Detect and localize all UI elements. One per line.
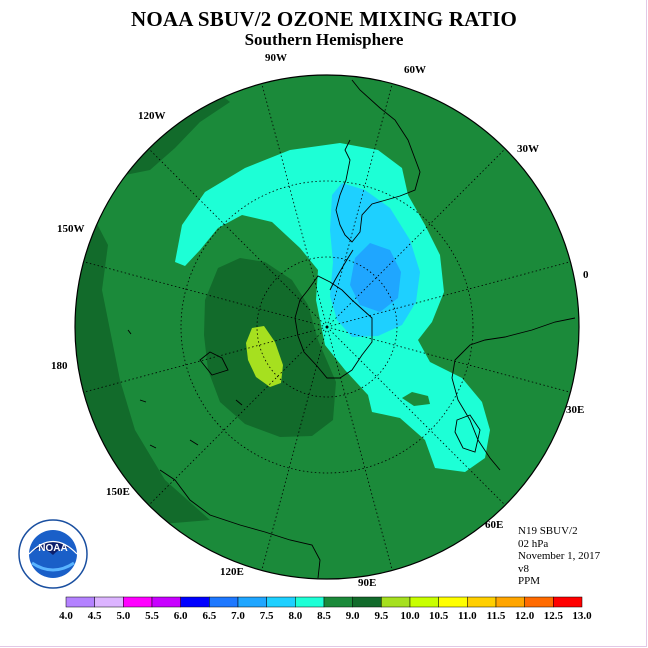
lon-label-180: 180 [51, 360, 68, 372]
map-subtitle: Southern Hemisphere [244, 30, 404, 49]
australia-coast [159, 469, 321, 579]
colorbar-swatch [495, 596, 525, 608]
colorbar-swatch [180, 596, 210, 608]
info-date: November 1, 2017 [518, 550, 601, 562]
colorbar-swatch [151, 596, 181, 608]
noaa-logo: NOAA [18, 519, 88, 589]
colorbar-label: 9.5 [374, 610, 388, 622]
colorbar-swatch [553, 596, 583, 608]
latitude-circle [256, 256, 398, 398]
colorbar-label: 11.0 [458, 610, 477, 622]
colorbar-label: 7.5 [260, 610, 274, 622]
ozone-band-9-0-to-9-5 [246, 326, 283, 387]
colorbar-label: 9.0 [346, 610, 360, 622]
colorbar-label: 10.5 [429, 610, 449, 622]
colorbar-label: 5.5 [145, 610, 159, 622]
antarctic-peninsula-coast [329, 249, 354, 291]
islands-coast [127, 329, 243, 449]
map-fill-layer [75, 75, 579, 579]
antarctica-coast [294, 275, 373, 379]
latitude-circle [180, 180, 474, 474]
lon-label-0: 0 [583, 269, 589, 281]
colorbar-swatch [237, 596, 267, 608]
colorbar-swatch [323, 596, 353, 608]
lon-label-90w: 90W [265, 52, 287, 64]
info-units: PPM [518, 575, 541, 587]
colorbar-swatch [438, 596, 468, 608]
lat-lon-grid [180, 180, 474, 474]
colorbar-swatch [467, 596, 497, 608]
info-satellite: N19 SBUV/2 [518, 525, 578, 537]
ozone-band-6-5-to-7-0 [350, 243, 401, 312]
colorbar-label: 12.0 [515, 610, 535, 622]
lon-label-120e: 120E [220, 566, 244, 578]
colorbar-swatch [409, 596, 439, 608]
color-scale-bar: 4.0 4.5 5.0 5.5 6.0 6.5 7.0 7.5 8.0 8.5 9.0 9.5 10.0… [59, 596, 592, 622]
colorbar-swatch [295, 596, 325, 608]
colorbar-swatch [524, 596, 554, 608]
map-title: NOAA SBUV/2 OZONE MIXING RATIO [131, 7, 517, 31]
lon-label-150e: 150E [106, 486, 130, 498]
info-panel: N19 SBUV/2 02 hPa November 1, 2017 v8 PP… [518, 525, 600, 588]
lon-label-60e: 60E [485, 519, 503, 531]
colorbar-label: 8.0 [288, 610, 302, 622]
longitude-labels: 90W 60W 30W 0 30E 60E 90E 120E 150E 180 … [51, 52, 589, 589]
colorbar-swatch [381, 596, 411, 608]
info-version: v8 [518, 562, 529, 575]
colorbar-label: 6.5 [202, 610, 216, 622]
colorbar-label: 6.0 [174, 610, 188, 622]
lon-label-120w: 120W [138, 110, 166, 122]
lon-label-60w: 60W [404, 64, 426, 76]
ozone-island [402, 392, 430, 406]
colorbar-label: 7.0 [231, 610, 245, 622]
map-boundary [74, 74, 580, 580]
colorbar-swatch [123, 596, 153, 608]
ozone-dark-region-nw [120, 90, 230, 175]
colorbar-swatch [209, 596, 239, 608]
info-level: 02 hPa [518, 537, 549, 550]
lon-label-30e: 30E [566, 404, 584, 416]
lon-label-30w: 30W [517, 143, 539, 155]
colorbar-label: 8.5 [317, 610, 331, 622]
colorbar-label: 4.0 [59, 610, 73, 622]
colorbar-swatch [65, 596, 95, 608]
colorbar-label: 4.5 [88, 610, 102, 622]
colorbar-swatch [266, 596, 296, 608]
logo-text: NOAA [38, 543, 67, 554]
colorbar-label: 11.5 [487, 610, 506, 622]
madagascar-coast [454, 414, 481, 453]
lon-label-90e: 90E [358, 577, 376, 589]
new-zealand-coast [199, 351, 229, 376]
colorbar-swatch [352, 596, 382, 608]
south-america-coast [335, 79, 421, 243]
colorbar-label: 12.5 [544, 610, 564, 622]
colorbar-label: 5.0 [116, 610, 130, 622]
coastlines [127, 79, 576, 579]
colorbar-label: 10.0 [400, 610, 420, 622]
colorbar-label: 13.0 [572, 610, 592, 622]
colorbar-swatch [94, 596, 124, 608]
lon-label-150w: 150W [57, 223, 85, 235]
